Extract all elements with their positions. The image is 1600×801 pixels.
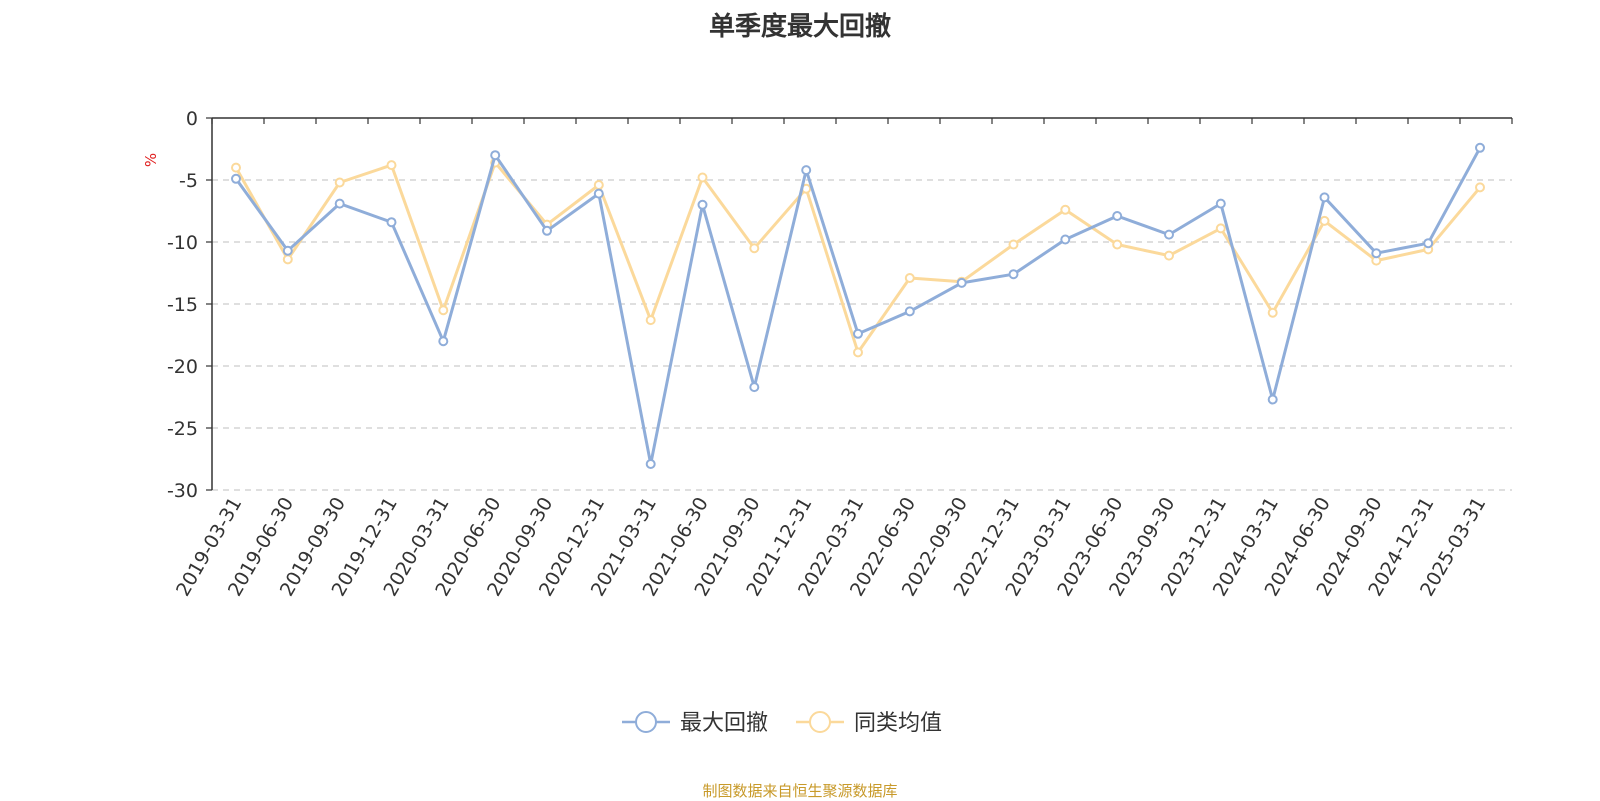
data-point[interactable]: [904, 306, 915, 317]
data-point[interactable]: [334, 198, 345, 209]
data-point[interactable]: [1112, 239, 1123, 250]
data-point[interactable]: [1267, 307, 1278, 318]
chart-title: 单季度最大回撤: [708, 12, 891, 42]
data-point[interactable]: [282, 254, 293, 265]
data-point[interactable]: [749, 243, 760, 254]
data-point[interactable]: [231, 162, 241, 173]
y-tick-label: -15: [167, 294, 198, 316]
data-point[interactable]: [1164, 229, 1174, 240]
data-point[interactable]: [1215, 223, 1226, 234]
data-point[interactable]: [334, 177, 345, 188]
data-point[interactable]: [1319, 215, 1330, 226]
y-tick-label: -10: [167, 232, 198, 254]
data-point[interactable]: [593, 180, 604, 190]
data-point[interactable]: [1112, 211, 1123, 221]
data-point[interactable]: [1475, 142, 1485, 153]
data-point[interactable]: [386, 160, 397, 171]
data-point[interactable]: [749, 382, 760, 393]
grid-lines: [212, 179, 1512, 491]
data-point[interactable]: [1008, 269, 1019, 280]
data-point[interactable]: [645, 315, 656, 326]
legend-item[interactable]: 同类均值: [796, 711, 942, 736]
data-point[interactable]: [386, 217, 397, 228]
data-point[interactable]: [801, 165, 812, 176]
data-point[interactable]: [697, 199, 708, 210]
data-point[interactable]: [231, 173, 241, 184]
data-point[interactable]: [1164, 250, 1174, 261]
data-point[interactable]: [1267, 394, 1278, 405]
data-point[interactable]: [490, 150, 501, 161]
data-point[interactable]: [438, 336, 449, 347]
legend-marker-icon: [635, 711, 657, 733]
series-layer: [231, 142, 1485, 469]
data-point[interactable]: [282, 245, 293, 256]
x-ticks: 2019-03-312019-06-302019-09-302019-12-31…: [172, 118, 1513, 600]
data-point[interactable]: [1475, 182, 1485, 193]
data-point[interactable]: [956, 277, 967, 288]
y-tick-label: -30: [167, 480, 198, 502]
data-point[interactable]: [438, 305, 449, 316]
data-point[interactable]: [697, 172, 708, 183]
data-point[interactable]: [593, 188, 604, 199]
legend-label: 最大回撤: [680, 711, 768, 736]
series-1: [231, 157, 1485, 358]
legend: 最大回撤 同类均值: [622, 711, 942, 736]
data-point[interactable]: [1060, 234, 1071, 245]
data-point[interactable]: [1371, 248, 1382, 259]
data-point[interactable]: [1319, 192, 1330, 203]
data-point[interactable]: [853, 347, 863, 358]
data-point[interactable]: [853, 328, 863, 339]
data-point[interactable]: [1215, 198, 1226, 209]
series-line: [234, 147, 1482, 466]
data-point[interactable]: [1423, 238, 1434, 249]
y-axis-label: %: [142, 153, 160, 167]
y-tick-label: -25: [167, 418, 198, 440]
y-tick-label: 0: [186, 108, 198, 130]
y-tick-label: -20: [167, 356, 198, 378]
y-ticks: 0 -5 -10 -15 -20 -25 -30: [167, 108, 212, 502]
data-point[interactable]: [904, 273, 915, 283]
series-0: [231, 142, 1485, 469]
data-point[interactable]: [542, 225, 552, 236]
legend-marker-icon: [809, 711, 831, 733]
legend-label: 同类均值: [854, 711, 942, 736]
data-point[interactable]: [645, 459, 656, 469]
legend-item[interactable]: 最大回撤: [622, 711, 768, 736]
data-point[interactable]: [1060, 204, 1071, 215]
source-footer: 制图数据来自恒生聚源数据库: [702, 782, 898, 800]
y-tick-label: -5: [179, 170, 198, 192]
data-point[interactable]: [1008, 239, 1019, 250]
